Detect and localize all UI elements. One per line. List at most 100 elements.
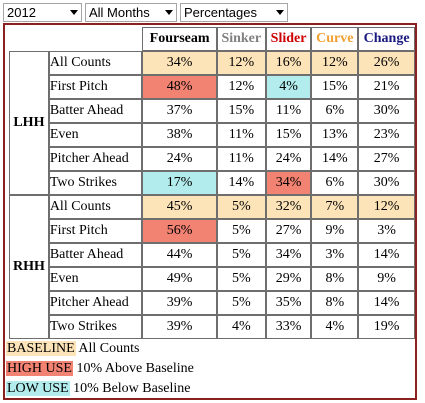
legend-swatch: LOW USE [6,381,70,396]
corner-cell [9,27,49,51]
usage-cell-curve: 6% [311,171,359,195]
usage-cell-curve: 6% [311,99,359,123]
chevron-down-icon [165,10,173,15]
usage-cell-slider: 15% [265,123,312,147]
usage-cell-curve: 15% [311,75,359,99]
usage-cell-fourseam: 48% [142,75,217,99]
pitch-usage-table: Fourseam Sinker Slider Curve Change LHH A… [9,27,415,339]
usage-cell-fourseam: 24% [142,147,217,171]
table-row: Two Strikes 17% 14% 34% 6% 30% [9,171,415,195]
legend-item: HIGH USE 10% Above Baseline [6,359,194,379]
col-header-slider: Slider [265,27,312,51]
usage-cell-change: 26% [358,51,415,75]
table-row: Even 49% 5% 29% 8% 9% [9,267,415,291]
count-situation-label: Batter Ahead [48,243,143,267]
legend-swatch: BASELINE [6,341,76,356]
usage-cell-slider: 24% [265,147,312,171]
usage-cell-sinker: 14% [216,171,266,195]
usage-cell-change: 14% [358,243,415,267]
usage-cell-change: 19% [358,315,415,339]
year-select[interactable]: 2012 [3,3,82,22]
usage-cell-slider: 34% [265,171,312,195]
col-header-fourseam: Fourseam [142,27,217,51]
hitter-side-label: RHH [9,195,49,339]
usage-cell-slider: 33% [265,315,312,339]
count-situation-label: Two Strikes [48,171,143,195]
usage-cell-slider: 27% [265,219,312,243]
usage-cell-sinker: 4% [216,315,266,339]
usage-cell-curve: 12% [311,51,359,75]
corner-cell [49,27,142,51]
table-row: First Pitch 48% 12% 4% 15% 21% [9,75,415,99]
legend-item: LOW USE 10% Below Baseline [6,379,194,399]
usage-cell-change: 12% [358,195,415,219]
table-row: Two Strikes 39% 4% 33% 4% 19% [9,315,415,339]
usage-cell-sinker: 11% [216,123,266,147]
table-row: Pitcher Ahead 24% 11% 24% 14% 27% [9,147,415,171]
usage-cell-slider: 32% [265,195,312,219]
usage-cell-change: 14% [358,291,415,315]
legend-item: BASELINE All Counts [6,339,194,359]
usage-cell-curve: 7% [311,195,359,219]
usage-cell-curve: 3% [311,243,359,267]
usage-cell-curve: 8% [311,267,359,291]
usage-cell-sinker: 5% [216,219,266,243]
usage-cell-fourseam: 17% [142,171,217,195]
usage-cell-change: 27% [358,147,415,171]
usage-cell-fourseam: 34% [142,51,217,75]
usage-cell-curve: 8% [311,291,359,315]
table-row: RHH All Counts 45% 5% 32% 7% 12% [9,195,415,339]
col-header-curve: Curve [311,27,359,51]
usage-cell-fourseam: 38% [142,123,217,147]
count-situation-label: Even [48,123,143,147]
usage-cell-sinker: 5% [216,243,266,267]
usage-cell-fourseam: 37% [142,99,217,123]
usage-cell-sinker: 12% [216,75,266,99]
usage-cell-sinker: 15% [216,99,266,123]
legend-swatch: HIGH USE [6,361,73,376]
usage-cell-fourseam: 39% [142,291,217,315]
chevron-down-icon [276,10,284,15]
usage-cell-sinker: 11% [216,147,266,171]
usage-cell-slider: 35% [265,291,312,315]
usage-cell-curve: 4% [311,315,359,339]
stat-select-value: Percentages [184,5,257,20]
col-header-sinker: Sinker [216,27,266,51]
count-situation-label: First Pitch [48,75,143,99]
stat-select[interactable]: Percentages [180,3,288,22]
count-situation-label: Pitcher Ahead [48,291,143,315]
months-select[interactable]: All Months [85,3,177,22]
usage-cell-slider: 4% [265,75,312,99]
count-situation-label: All Counts [48,51,143,75]
usage-cell-slider: 34% [265,243,312,267]
table-row: Even 38% 11% 15% 13% 23% [9,123,415,147]
legend-text: All Counts [78,341,140,356]
usage-cell-change: 21% [358,75,415,99]
usage-cell-change: 9% [358,267,415,291]
usage-cell-fourseam: 44% [142,243,217,267]
legend-text: 10% Below Baseline [73,381,191,396]
table-row: First Pitch 56% 5% 27% 9% 3% [9,219,415,243]
usage-cell-sinker: 5% [216,267,266,291]
count-situation-label: Even [48,267,143,291]
table-row: Pitcher Ahead 39% 5% 35% 8% 14% [9,291,415,315]
legend: BASELINE All Counts HIGH USE 10% Above Ba… [6,339,194,399]
count-situation-label: First Pitch [48,219,143,243]
count-situation-label: Two Strikes [48,315,143,339]
usage-cell-slider: 16% [265,51,312,75]
filter-bar: 2012 All Months Percentages [3,3,291,22]
usage-cell-curve: 14% [311,147,359,171]
table-row: Batter Ahead 44% 5% 34% 3% 14% [9,243,415,267]
legend-text: 10% Above Baseline [76,361,194,376]
header-row: Fourseam Sinker Slider Curve Change [9,27,415,51]
usage-cell-fourseam: 45% [142,195,217,219]
table-row: Batter Ahead 37% 15% 11% 6% 30% [9,99,415,123]
usage-cell-slider: 29% [265,267,312,291]
usage-cell-fourseam: 49% [142,267,217,291]
usage-cell-curve: 13% [311,123,359,147]
usage-cell-slider: 11% [265,99,312,123]
col-header-change: Change [358,27,415,51]
usage-cell-sinker: 12% [216,51,266,75]
hitter-side-label: LHH [9,51,49,195]
count-situation-label: Pitcher Ahead [48,147,143,171]
